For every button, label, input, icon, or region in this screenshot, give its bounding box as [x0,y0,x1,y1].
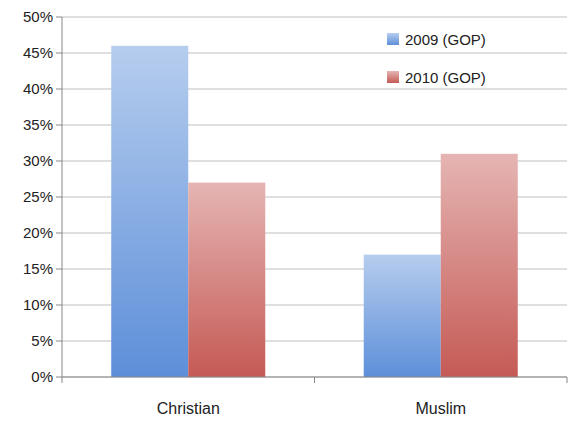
x-tick [314,377,315,383]
x-tick [62,377,63,383]
y-tick [56,269,62,270]
grid-line [62,17,567,18]
legend-swatch [387,71,399,83]
y-tick [56,305,62,306]
y-tick [56,89,62,90]
y-tick [56,197,62,198]
bars [111,46,518,377]
y-tick [56,341,62,342]
y-tick-label: 15% [23,260,53,277]
legend-label: 2010 (GOP) [405,69,486,86]
y-tick-label: 0% [31,368,53,385]
y-tick [56,233,62,234]
legend-label: 2009 (GOP) [405,31,486,48]
y-tick-label: 20% [23,224,53,241]
y-tick [56,125,62,126]
legend-swatch [387,33,399,45]
y-tick-label: 5% [31,332,53,349]
y-tick-label: 45% [23,44,53,61]
legend: 2009 (GOP) 2010 (GOP) [387,31,486,86]
y-axis [62,17,63,377]
bar [441,154,518,377]
y-tick-label: 10% [23,296,53,313]
y-tick [56,53,62,54]
y-tick [56,161,62,162]
chart: 0% 5% 10% 15% 20% 25% 30% 35% 40% 45% 50% Christian… [0,0,577,429]
y-tick-label: 35% [23,116,53,133]
y-tick-label: 30% [23,152,53,169]
y-tick-label: 50% [23,8,53,25]
bar [364,255,441,377]
bar [188,183,265,377]
y-tick-label: 25% [23,188,53,205]
chart-holder: 0% 5% 10% 15% 20% 25% 30% 35% 40% 45% 50% Christian… [0,0,577,429]
bar [111,46,188,377]
y-tick [56,377,62,378]
y-tick [56,17,62,18]
x-tick-label: Christian [157,400,220,417]
x-tick [567,377,568,383]
y-tick-label: 40% [23,80,53,97]
x-tick-label: Muslim [415,400,466,417]
